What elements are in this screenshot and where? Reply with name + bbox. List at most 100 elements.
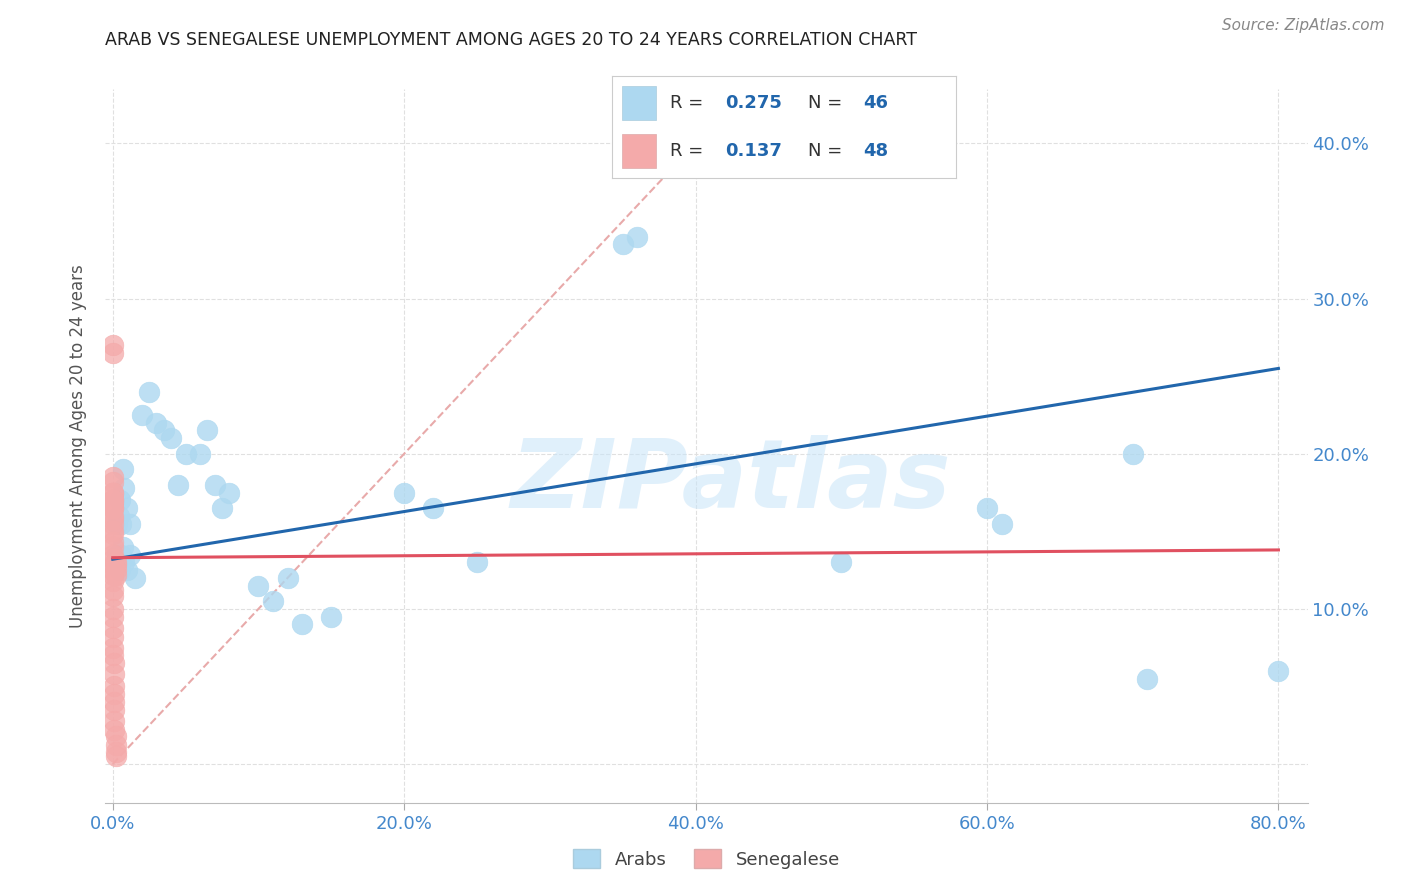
Point: [101, 583, 124, 598]
Point: [104, 558, 127, 573]
Point: [101, 630, 124, 644]
Point: [101, 524, 124, 539]
Point: [626, 229, 648, 244]
Point: [830, 555, 852, 569]
Point: [101, 512, 124, 526]
Point: [392, 485, 415, 500]
Point: [117, 563, 139, 577]
Bar: [621, 87, 657, 120]
Legend: Arabs, Senegalese: Arabs, Senegalese: [567, 841, 846, 876]
Point: [160, 431, 183, 445]
Point: [101, 493, 124, 508]
Point: [103, 723, 125, 737]
Point: [120, 548, 142, 562]
Point: [101, 516, 124, 531]
Point: [218, 485, 240, 500]
Point: [152, 424, 174, 438]
Point: [465, 555, 488, 569]
Point: [145, 416, 167, 430]
Text: ZIPatlas: ZIPatlas: [510, 435, 950, 528]
Point: [112, 481, 135, 495]
Point: [103, 695, 125, 709]
Point: [101, 552, 124, 566]
Point: [107, 555, 129, 569]
Point: [101, 508, 124, 523]
Point: [101, 485, 124, 500]
Point: [104, 745, 127, 759]
Point: [104, 739, 127, 753]
Point: [104, 749, 127, 764]
Point: [104, 555, 127, 569]
Point: [291, 617, 314, 632]
Point: [1267, 664, 1289, 678]
Point: [101, 496, 124, 510]
Point: [104, 563, 127, 577]
Point: [101, 501, 124, 516]
Point: [101, 574, 124, 588]
Point: [101, 535, 124, 549]
Point: [101, 648, 124, 663]
Point: [101, 602, 124, 616]
Point: [108, 493, 131, 508]
Point: [101, 493, 124, 508]
Point: [124, 571, 146, 585]
Point: [101, 485, 124, 500]
Point: [111, 540, 134, 554]
Text: N =: N =: [808, 142, 848, 161]
Point: [104, 567, 127, 582]
Point: [101, 548, 124, 562]
Point: [204, 477, 226, 491]
Point: [174, 447, 197, 461]
Point: [111, 462, 134, 476]
Point: [103, 703, 125, 717]
Point: [422, 501, 444, 516]
Point: [101, 620, 124, 634]
Point: [976, 501, 998, 516]
Point: [131, 408, 153, 422]
Text: 0.137: 0.137: [725, 142, 782, 161]
Point: [120, 516, 142, 531]
Text: N =: N =: [808, 94, 848, 112]
Point: [105, 516, 128, 531]
Point: [101, 346, 124, 360]
Text: 0.275: 0.275: [725, 94, 782, 112]
Point: [103, 656, 125, 670]
Point: [101, 338, 124, 352]
Text: R =: R =: [671, 142, 709, 161]
Point: [1136, 672, 1159, 686]
Point: [105, 548, 128, 562]
Text: ARAB VS SENEGALESE UNEMPLOYMENT AMONG AGES 20 TO 24 YEARS CORRELATION CHART: ARAB VS SENEGALESE UNEMPLOYMENT AMONG AG…: [105, 31, 918, 49]
Point: [101, 558, 124, 573]
Point: [101, 640, 124, 655]
Point: [117, 501, 139, 516]
Point: [108, 555, 131, 569]
Point: [101, 540, 124, 554]
Text: Source: ZipAtlas.com: Source: ZipAtlas.com: [1222, 18, 1385, 33]
Point: [103, 667, 125, 681]
Point: [1122, 447, 1144, 461]
Point: [107, 508, 129, 523]
Point: [167, 477, 190, 491]
Point: [247, 579, 270, 593]
Point: [101, 567, 124, 582]
Point: [110, 516, 132, 531]
Y-axis label: Unemployment Among Ages 20 to 24 years: Unemployment Among Ages 20 to 24 years: [69, 264, 87, 628]
Text: R =: R =: [671, 94, 709, 112]
Point: [101, 563, 124, 577]
Point: [103, 680, 125, 694]
Point: [101, 590, 124, 604]
Text: 46: 46: [863, 94, 889, 112]
Point: [612, 237, 634, 252]
Point: [990, 516, 1012, 531]
Point: [211, 501, 233, 516]
Point: [262, 594, 284, 608]
Point: [101, 609, 124, 624]
Point: [103, 687, 125, 701]
Point: [101, 501, 124, 516]
Point: [110, 548, 132, 562]
Point: [108, 563, 131, 577]
Point: [277, 571, 299, 585]
Point: [101, 475, 124, 489]
Point: [138, 384, 160, 399]
Point: [321, 609, 343, 624]
